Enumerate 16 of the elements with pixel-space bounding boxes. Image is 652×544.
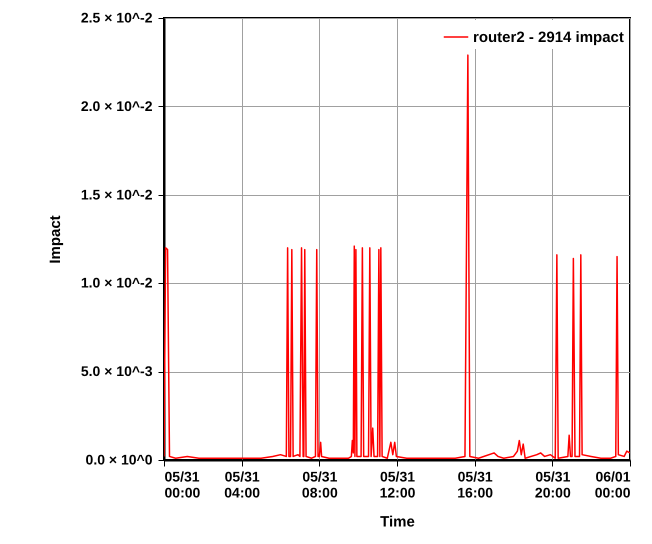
x-tick-label: 05/31 20:00 <box>534 468 571 500</box>
y-tick-label: 2.0 × 10^-2 <box>80 98 153 114</box>
y-tick-label: 1.0 × 10^-2 <box>80 274 153 291</box>
x-tick-label: 05/31 00:00 <box>164 468 201 500</box>
y-tick-label: 1.5 × 10^-2 <box>80 186 153 202</box>
legend-label: router2 - 2914 impact <box>473 29 624 46</box>
x-tick-label: 05/31 08:00 <box>302 468 338 500</box>
x-tick-label: 05/31 04:00 <box>224 468 260 500</box>
y-tick-label: 2.5 × 10^-2 <box>80 10 153 26</box>
y-tick-label: 0.0 × 10^0 <box>86 452 153 468</box>
y-axis-title: Impact <box>46 215 64 264</box>
x-tick-label: 05/31 12:00 <box>380 468 416 500</box>
x-axis-title: Time <box>380 514 415 530</box>
x-tick-label: 06/01 00:00 <box>594 468 631 500</box>
x-tick-label: 05/31 16:00 <box>457 468 494 500</box>
y-tick-label: 5.0 × 10^-3 <box>80 363 153 380</box>
